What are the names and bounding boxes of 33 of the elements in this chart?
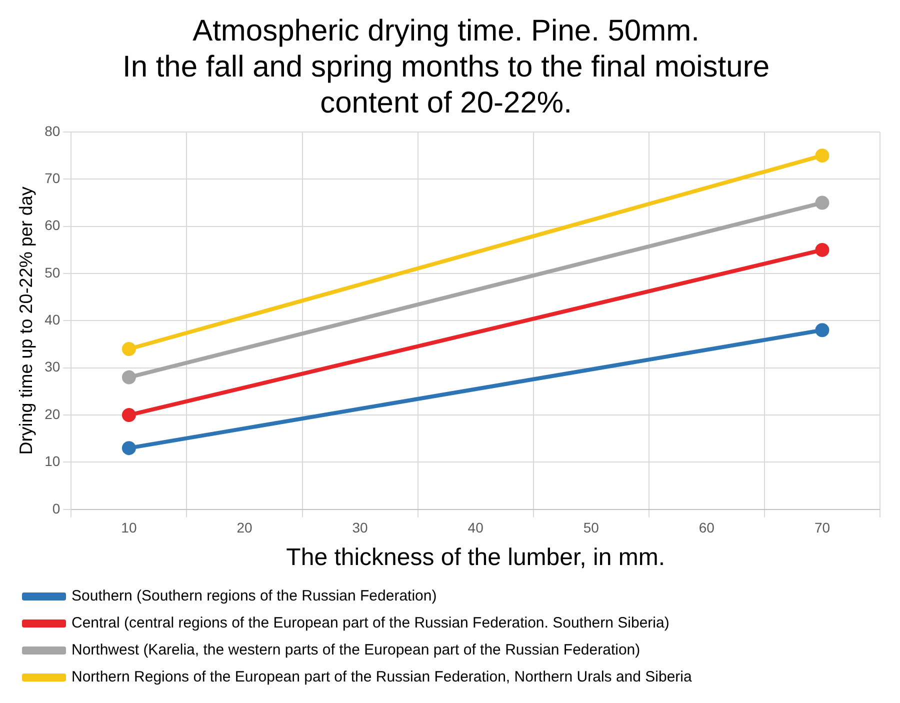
legend-label: Central (central regions of the European part of the Russian Federation. Southern Siberia) [72,614,670,632]
legend-label: Northwest (Karelia, the western parts of the European part of the Russian Federation) [72,642,640,659]
x-tick-label: 50 [583,520,600,536]
y-tick-label: 60 [44,217,60,234]
y-tick-label: 20 [44,406,60,422]
x-tick-label: 30 [352,520,368,536]
y-tick-label: 50 [44,264,60,280]
x-tick-label: 40 [468,520,484,536]
point [815,242,830,257]
point [815,323,830,338]
point [815,148,830,163]
text: In the fall and spring months to the final moisture [122,50,770,84]
x-axis-title: The thickness of the lumber, in mm. [286,544,665,572]
point [122,441,136,456]
y-tick-label: 30 [44,358,60,375]
legend-label: Northern Regions of the European part of the Russian Federation, Northern Urals and Siberia [72,668,693,686]
y-tick-label: 70 [44,170,60,186]
x-tick-label: 60 [698,520,715,536]
x-tick-label: 20 [236,520,252,536]
point [815,196,830,210]
y-tick-label: 10 [44,453,60,470]
x-tick-label: 70 [814,520,830,536]
text: content of 20-22%. [320,86,572,120]
y-tick-label: 0 [52,500,60,516]
y-axis-title: Drying time up to 20-22% per day [16,186,36,455]
y-tick-label: 40 [44,312,60,328]
point [122,370,136,384]
point [122,408,136,422]
text: Atmospheric drying time. Pine. 50mm. [192,14,700,48]
point [122,342,136,356]
legend-label: Southern (Southern regions of the Russian Federation) [72,588,437,605]
x-tick-label: 10 [121,520,137,536]
y-tick-label: 80 [44,122,60,139]
